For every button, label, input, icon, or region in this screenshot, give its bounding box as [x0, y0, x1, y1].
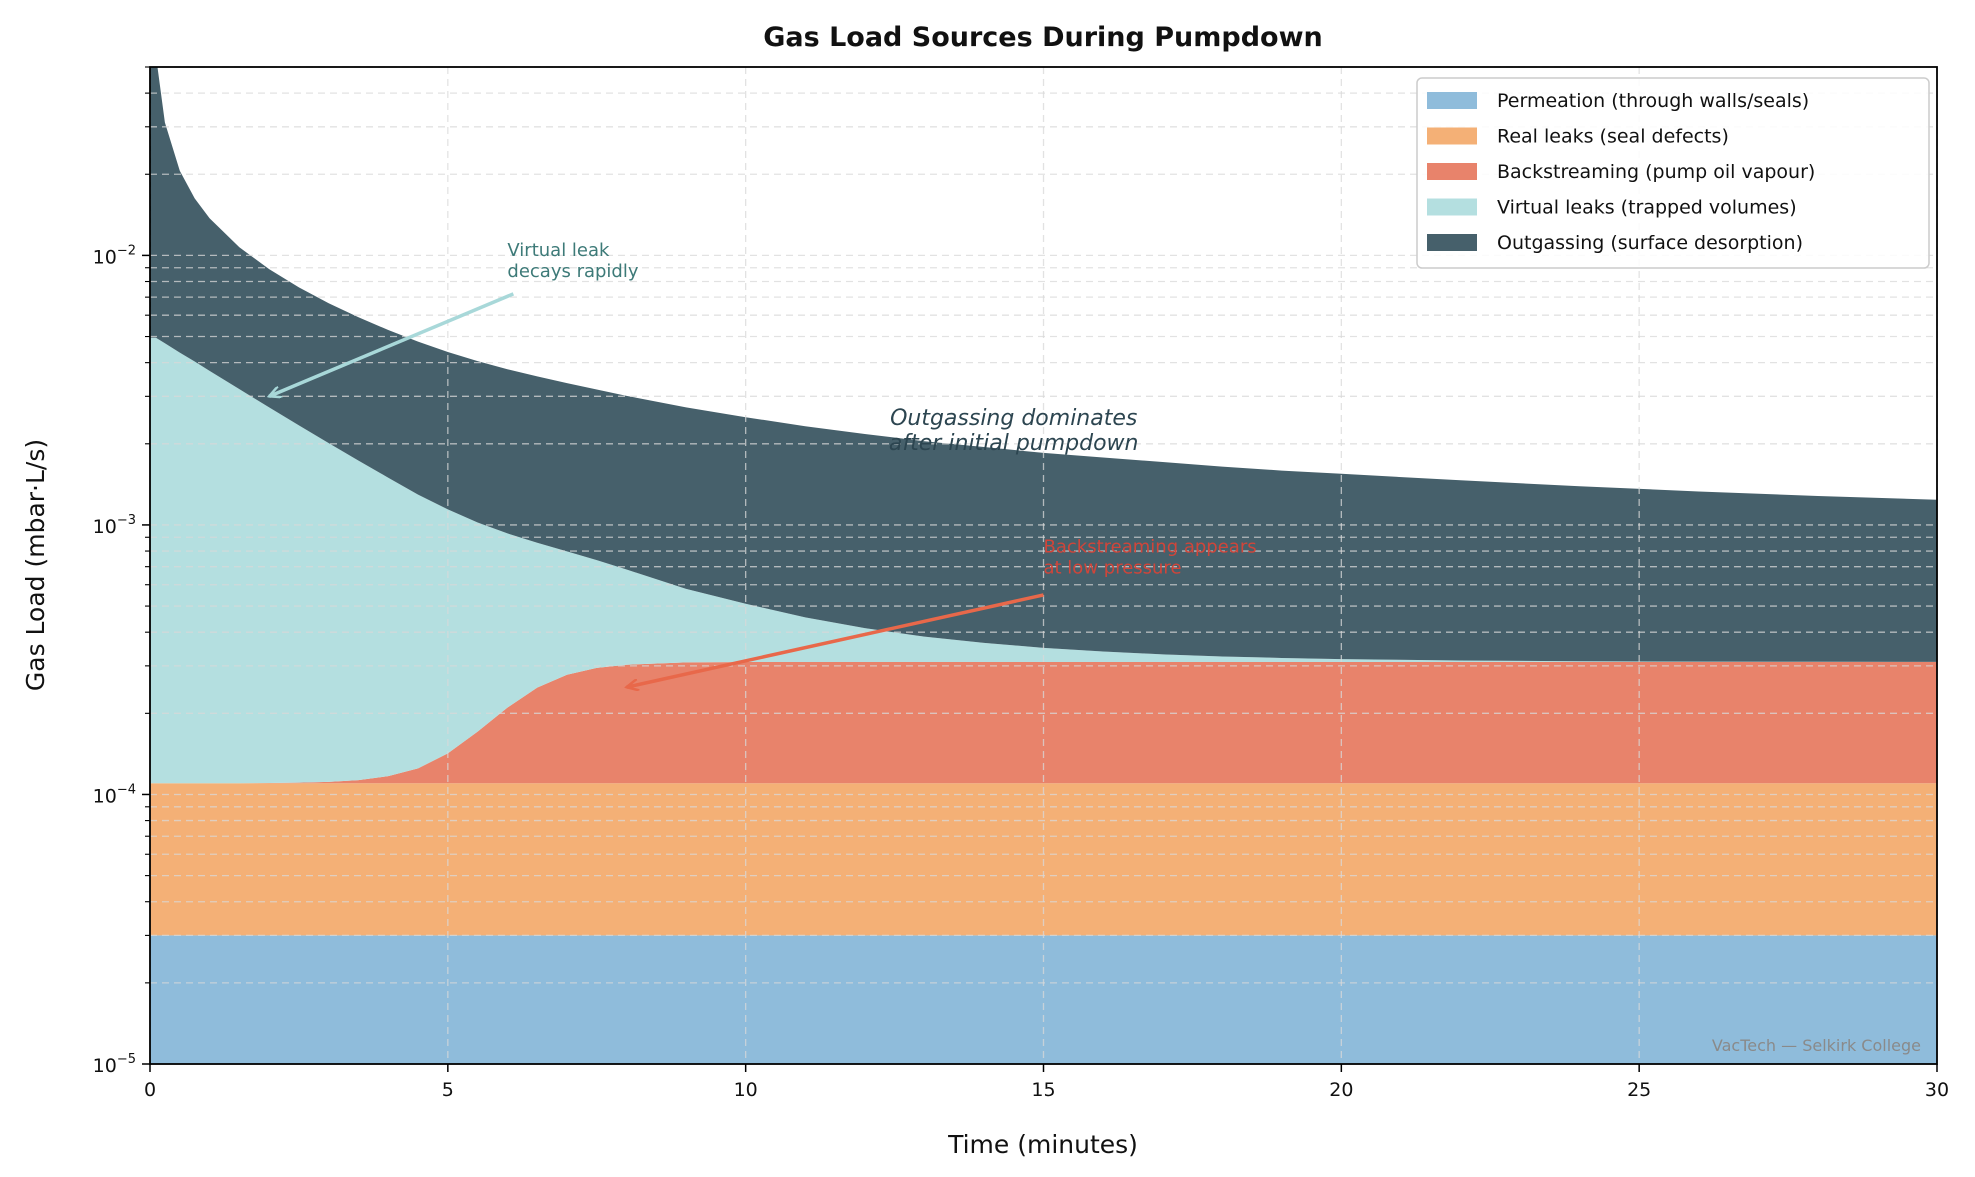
legend-entry: Virtual leaks (trapped volumes)	[1427, 197, 1797, 219]
x-tick-label: 10	[734, 1079, 758, 1101]
x-tick-label: 25	[1627, 1079, 1651, 1101]
annotation-line: Backstreaming appears	[1044, 537, 1257, 558]
watermark: VacTech — Selkirk College	[1712, 1036, 1921, 1055]
legend-swatch	[1427, 92, 1477, 109]
annotation-virtual: Virtual leak decays rapidly	[507, 240, 638, 282]
x-tick-label: 30	[1925, 1079, 1949, 1101]
annotation-line: decays rapidly	[507, 261, 638, 282]
x-tick-label: 0	[144, 1079, 156, 1101]
legend-label: Backstreaming (pump oil vapour)	[1497, 161, 1815, 183]
x-tick-label: 20	[1329, 1079, 1353, 1101]
legend-label: Permeation (through walls/seals)	[1497, 90, 1809, 112]
annotation-line: Virtual leak	[507, 240, 610, 261]
legend-entry: Outgassing (surface desorption)	[1427, 232, 1803, 254]
legend-swatch	[1427, 234, 1477, 251]
annotation-line: at low pressure	[1044, 558, 1182, 579]
x-tick-label: 15	[1031, 1079, 1055, 1101]
y-tick-label: 10−2	[93, 243, 136, 268]
legend: Permeation (through walls/seals) Real lea…	[1416, 77, 1930, 269]
area-2	[150, 662, 1937, 784]
legend-label: Virtual leaks (trapped volumes)	[1497, 197, 1797, 219]
legend-swatch	[1427, 127, 1477, 145]
annotation-outgas: Outgassing dominates after initial pumpdo…	[889, 406, 1139, 456]
area-4	[150, 67, 1937, 662]
stacked-areas	[150, 67, 1937, 1064]
x-axis-label: Time (minutes)	[947, 1130, 1138, 1159]
legend-label: Outgassing (surface desorption)	[1497, 232, 1803, 254]
area-3	[150, 337, 1937, 784]
annotation-line: Outgassing dominates	[890, 406, 1137, 431]
annotation-arrow	[269, 292, 515, 396]
legend-swatch	[1427, 163, 1477, 180]
legend-box	[1416, 77, 1930, 269]
area-0	[150, 935, 1937, 1064]
annotations: Virtual leak decays rapidly Outgassing dom…	[269, 240, 1257, 687]
chart-title: Gas Load Sources During Pumpdown	[763, 22, 1323, 53]
y-tick-label: 10−4	[93, 782, 136, 807]
y-tick-label: 10−3	[93, 513, 136, 538]
y-axis-label: Gas Load (mbar·L/s)	[21, 439, 50, 691]
annotation-backstream: Backstreaming appears at low pressure	[1044, 537, 1257, 579]
axes: 0 5 10 15 20 25 30 10−5 10−4 10−3 10−2	[93, 66, 1949, 1101]
legend-swatch	[1427, 198, 1477, 216]
y-tick-label: 10−5	[93, 1052, 136, 1077]
annotation-arrow	[627, 593, 1044, 687]
annotation-line: after initial pumpdown	[889, 431, 1139, 456]
x-tick-label: 5	[442, 1079, 454, 1101]
legend-entry: Real leaks (seal defects)	[1427, 126, 1729, 148]
legend-entry: Backstreaming (pump oil vapour)	[1427, 161, 1815, 183]
legend-label: Real leaks (seal defects)	[1497, 126, 1729, 148]
legend-entry: Permeation (through walls/seals)	[1427, 90, 1809, 112]
